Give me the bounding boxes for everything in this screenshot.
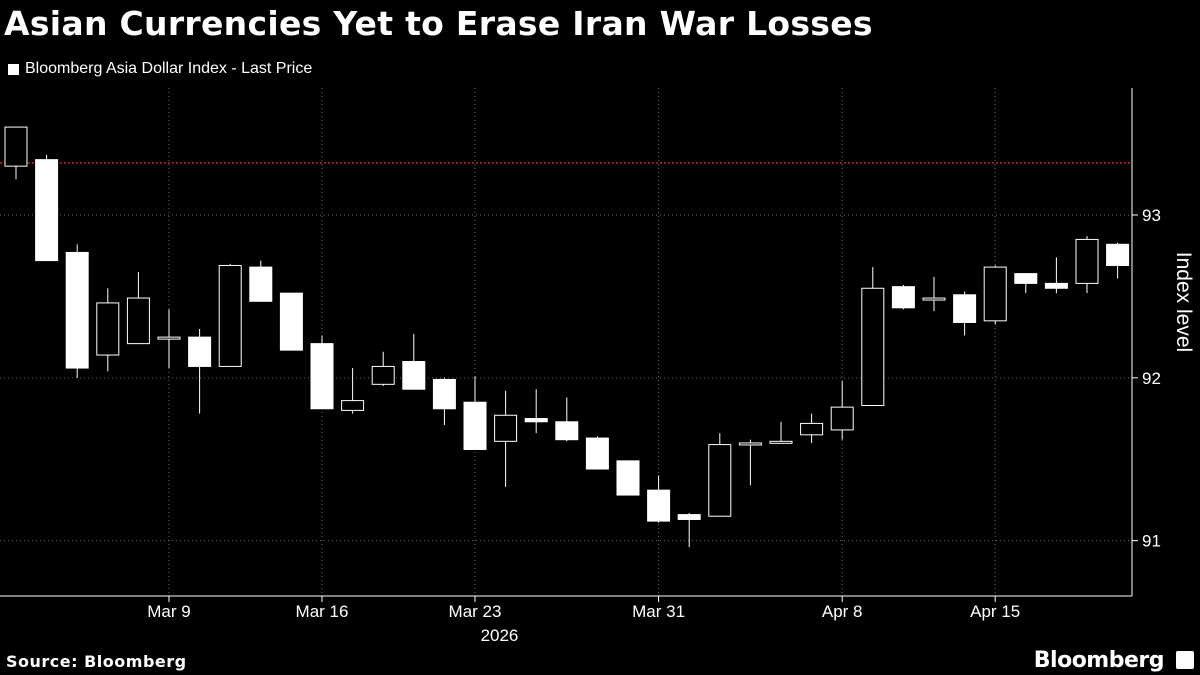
candle-body bbox=[1106, 243, 1130, 266]
source-note: Source: Bloomberg bbox=[6, 652, 187, 671]
candle-body bbox=[524, 418, 548, 423]
candles bbox=[4, 126, 1130, 548]
y-tick-label: 91 bbox=[1142, 532, 1161, 551]
axes bbox=[0, 88, 1138, 602]
x-tick-label: Mar 9 bbox=[147, 602, 190, 621]
candle-body bbox=[157, 336, 181, 340]
legend: Bloomberg Asia Dollar Index - Last Price bbox=[8, 60, 312, 78]
candle-body bbox=[891, 286, 915, 309]
candle-body bbox=[341, 400, 365, 411]
candle-body bbox=[708, 444, 732, 517]
brand-wordmark: Bloomberg bbox=[1033, 648, 1165, 673]
candle-body bbox=[1044, 282, 1068, 289]
candle-body bbox=[555, 421, 579, 441]
candle bbox=[4, 126, 28, 180]
candle-body bbox=[494, 414, 518, 442]
legend-swatch bbox=[8, 63, 19, 75]
candle-body bbox=[861, 287, 885, 406]
candle bbox=[891, 285, 915, 310]
candle bbox=[953, 291, 977, 336]
candle bbox=[830, 381, 854, 440]
candle bbox=[647, 475, 671, 523]
candle bbox=[616, 460, 640, 496]
candle-body bbox=[585, 437, 609, 470]
candle bbox=[861, 267, 885, 406]
chart-title: Asian Currencies Yet to Erase Iran War L… bbox=[4, 4, 873, 43]
candle bbox=[677, 512, 701, 548]
candle-body bbox=[830, 406, 854, 431]
candle-body bbox=[126, 297, 150, 345]
candle bbox=[922, 276, 946, 312]
candle bbox=[371, 351, 395, 386]
candle bbox=[585, 436, 609, 470]
candle-body bbox=[402, 361, 426, 390]
candle-body bbox=[983, 266, 1007, 322]
candle bbox=[65, 244, 89, 378]
gridlines bbox=[0, 88, 1132, 596]
candle-body bbox=[738, 442, 762, 446]
candle bbox=[126, 271, 150, 345]
candle bbox=[463, 376, 487, 450]
candle bbox=[341, 368, 365, 414]
candle bbox=[310, 335, 334, 410]
y-axis-title: Index level bbox=[1172, 252, 1195, 352]
candle-body bbox=[310, 343, 334, 410]
candle bbox=[769, 421, 793, 444]
candle bbox=[188, 328, 212, 414]
candle bbox=[708, 433, 732, 517]
candle-body bbox=[371, 365, 395, 385]
candle bbox=[402, 333, 426, 390]
candle-body bbox=[463, 401, 487, 450]
candle bbox=[983, 265, 1007, 325]
candle bbox=[738, 439, 762, 486]
candle-body bbox=[218, 264, 242, 367]
candle-body bbox=[432, 378, 456, 410]
candle bbox=[96, 288, 120, 372]
candle-body bbox=[800, 422, 824, 436]
x-tick-label: Mar 23 bbox=[449, 602, 502, 621]
candle-body bbox=[922, 297, 946, 301]
candle-body bbox=[65, 251, 89, 369]
bloomberg-logo-icon bbox=[1176, 651, 1194, 669]
candle-body bbox=[616, 460, 640, 496]
candle bbox=[1106, 242, 1130, 279]
candle bbox=[218, 263, 242, 367]
candle bbox=[1014, 273, 1038, 294]
candle bbox=[35, 154, 59, 262]
candle bbox=[249, 260, 273, 302]
candle bbox=[279, 292, 303, 351]
candle-body bbox=[249, 266, 273, 302]
candle-body bbox=[35, 159, 59, 262]
candle-body bbox=[1014, 273, 1038, 284]
candle-body bbox=[677, 514, 701, 520]
candle bbox=[800, 413, 824, 443]
candle-body bbox=[4, 126, 28, 167]
candle bbox=[1044, 257, 1068, 294]
candle-body bbox=[96, 302, 120, 356]
candle bbox=[157, 309, 181, 369]
candle-body bbox=[279, 292, 303, 351]
candle-body bbox=[1075, 238, 1099, 284]
y-tick-label: 92 bbox=[1142, 369, 1161, 388]
x-axis-title: 2026 bbox=[481, 626, 519, 645]
tick-labels: 91 92 93 Mar 9 Mar 16 Mar 23 Mar 31 Apr 8 Apr 15… bbox=[147, 206, 1195, 645]
x-tick-label: Apr 15 bbox=[970, 602, 1020, 621]
candle bbox=[432, 377, 456, 426]
x-tick-label: Mar 16 bbox=[296, 602, 349, 621]
x-tick-label: Apr 8 bbox=[822, 602, 863, 621]
x-tick-label: Mar 31 bbox=[632, 602, 685, 621]
candle-body bbox=[769, 440, 793, 444]
candle bbox=[494, 390, 518, 487]
candle-body bbox=[647, 489, 671, 522]
candle bbox=[555, 397, 579, 442]
candle-body bbox=[188, 336, 212, 367]
y-tick-label: 93 bbox=[1142, 206, 1161, 225]
candle-body bbox=[953, 294, 977, 323]
legend-label: Bloomberg Asia Dollar Index - Last Price bbox=[25, 60, 313, 77]
candle bbox=[1075, 236, 1099, 294]
candle bbox=[524, 389, 548, 434]
